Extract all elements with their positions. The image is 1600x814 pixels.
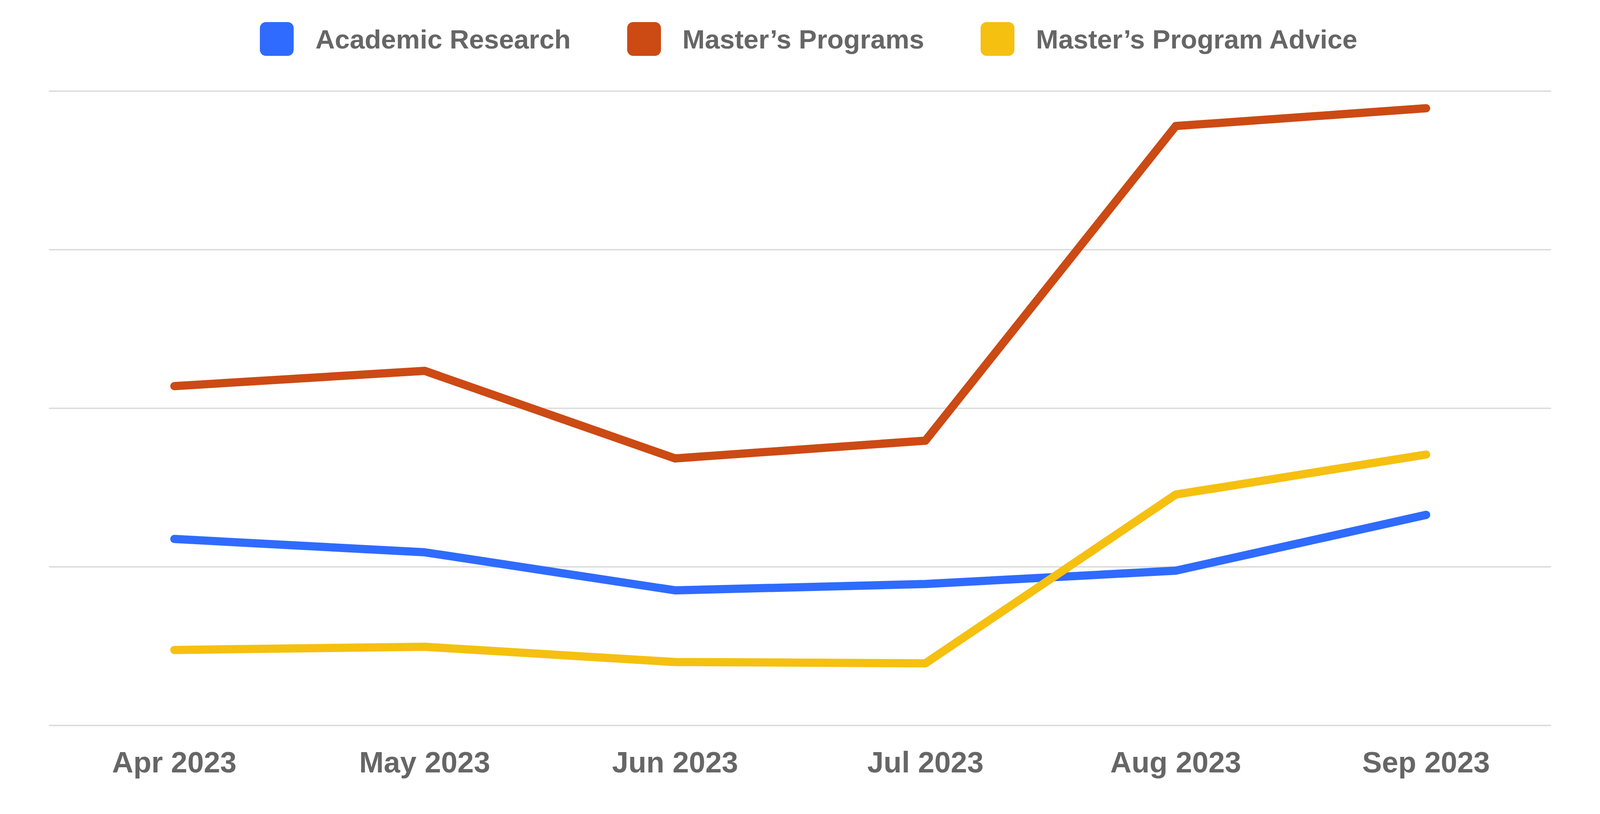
svg-text:Apr 2023: Apr 2023	[112, 745, 237, 779]
svg-text:May 2023: May 2023	[359, 745, 490, 779]
html-text:Academic Research: Academic Research	[315, 24, 571, 54]
svg-text:Jun 2023: Jun 2023	[612, 745, 739, 779]
svg-text:Aug 2023: Aug 2023	[1110, 745, 1241, 779]
html-text:Master’s Program Advice: Master’s Program Advice	[1035, 24, 1358, 54]
html-text:Master’s Programs: Master’s Programs	[682, 24, 925, 54]
svg-text:Sep 2023: Sep 2023	[1362, 745, 1490, 779]
svg-text:Jul 2023: Jul 2023	[867, 745, 984, 779]
